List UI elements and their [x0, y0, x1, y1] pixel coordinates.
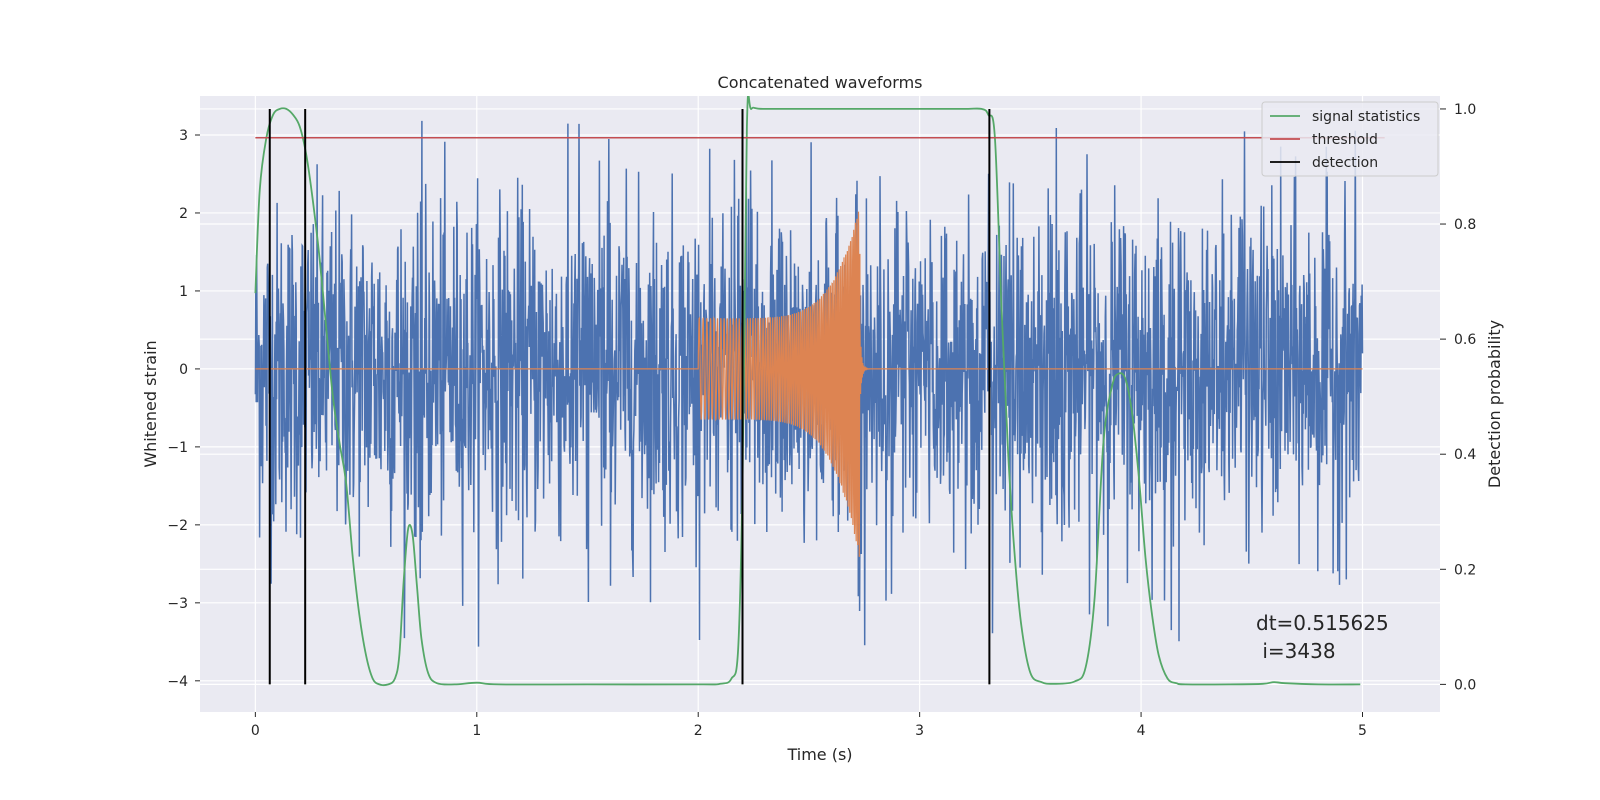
x-tick-label: 1	[472, 723, 481, 739]
y-tick-label: 2	[179, 206, 188, 222]
chirp-signal-line	[255, 211, 1363, 557]
y2-tick-label: 0.8	[1454, 217, 1476, 233]
x-axis-label: Time (s)	[786, 745, 852, 764]
y2-tick-label: 1.0	[1454, 102, 1476, 118]
y-tick-label: −2	[167, 518, 188, 534]
y-tick-label: −4	[167, 674, 188, 690]
chart-title: Concatenated waveforms	[718, 73, 923, 92]
detection-lines	[268, 108, 991, 685]
y2-tick-label: 0.2	[1454, 562, 1476, 578]
legend: signal statistics threshold detection	[1261, 101, 1439, 177]
x-tick-label: 0	[251, 723, 260, 739]
y-tick-label: 1	[179, 284, 188, 300]
annotation-line: i=3438	[1256, 639, 1336, 663]
annotation-text: dt=0.515625 i=3438	[1256, 611, 1389, 663]
y-tick-label: 0	[179, 362, 188, 378]
legend-label-detection: detection	[1312, 155, 1378, 171]
y2-axis-label: Detection probability	[1485, 320, 1504, 488]
y-ticks: −4 −3 −2 −1 0 1 2 3	[167, 128, 200, 690]
annotation-line: dt=0.515625	[1256, 611, 1389, 635]
x-tick-label: 4	[1137, 723, 1146, 739]
legend-box	[1261, 101, 1439, 177]
x-tick-label: 3	[915, 723, 924, 739]
x-ticks: 0 1 2 3 4 5	[251, 712, 1367, 739]
legend-label-threshold: threshold	[1312, 132, 1378, 148]
y-tick-label: −1	[167, 440, 188, 456]
y2-tick-label: 0.0	[1454, 677, 1476, 693]
y-tick-label: 3	[179, 128, 188, 144]
y-axis-label: Whitened strain	[141, 340, 160, 467]
y2-tick-label: 0.4	[1454, 447, 1476, 463]
y2-ticks: 0.0 0.2 0.4 0.6 0.8 1.0	[1440, 102, 1476, 693]
legend-label-signal-statistics: signal statistics	[1312, 109, 1420, 125]
x-tick-label: 2	[694, 723, 703, 739]
signal-statistics-line	[254, 96, 1361, 686]
y2-tick-label: 0.6	[1454, 332, 1476, 348]
x-tick-label: 5	[1358, 723, 1367, 739]
y-tick-label: −3	[167, 596, 188, 612]
